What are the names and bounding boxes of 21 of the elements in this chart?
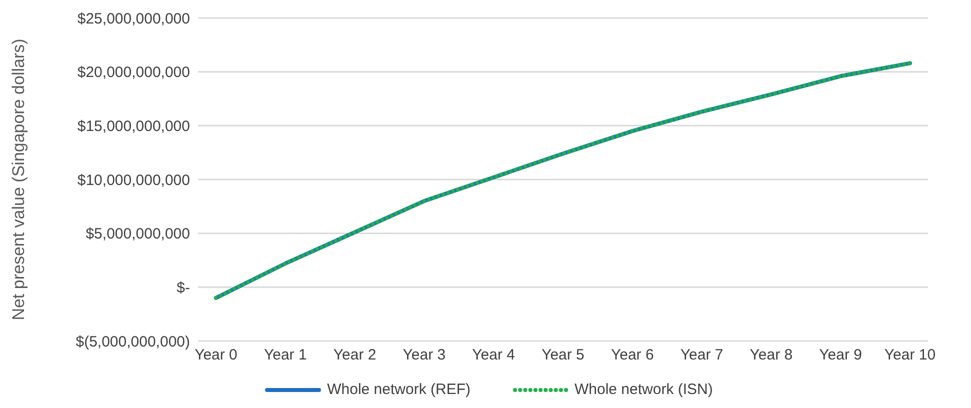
legend-label: Whole network (REF) xyxy=(327,381,470,398)
y-tick-label: $- xyxy=(176,279,190,296)
x-tick-label: Year 8 xyxy=(750,346,793,364)
x-tick-label: Year 10 xyxy=(884,346,936,364)
x-tick-label: Year 3 xyxy=(402,346,446,364)
y-tick-label: $10,000,000,000 xyxy=(77,172,190,189)
legend-label: Whole network (ISN) xyxy=(574,381,713,398)
y-tick-label: $(5,000,000,000) xyxy=(76,333,190,350)
x-tick-label: Year 4 xyxy=(472,346,516,364)
x-tick-label: Year 7 xyxy=(680,346,724,364)
y-tick-label: $5,000,000,000 xyxy=(86,226,190,243)
x-tick-label: Year 6 xyxy=(610,346,654,364)
x-tick-label: Year 2 xyxy=(333,346,376,364)
x-tick-label: Year 5 xyxy=(542,346,584,364)
x-tick-label: Year 0 xyxy=(194,346,238,364)
x-tick-label: Year 9 xyxy=(819,346,862,364)
x-tick-label: Year 1 xyxy=(264,346,307,364)
y-tick-label: $20,000,000,000 xyxy=(77,64,190,82)
y-tick-label: $15,000,000,000 xyxy=(77,118,190,135)
y-axis-title: Net present value (Singapore dollars) xyxy=(9,38,28,320)
y-tick-label: $25,000,000,000 xyxy=(77,10,190,28)
